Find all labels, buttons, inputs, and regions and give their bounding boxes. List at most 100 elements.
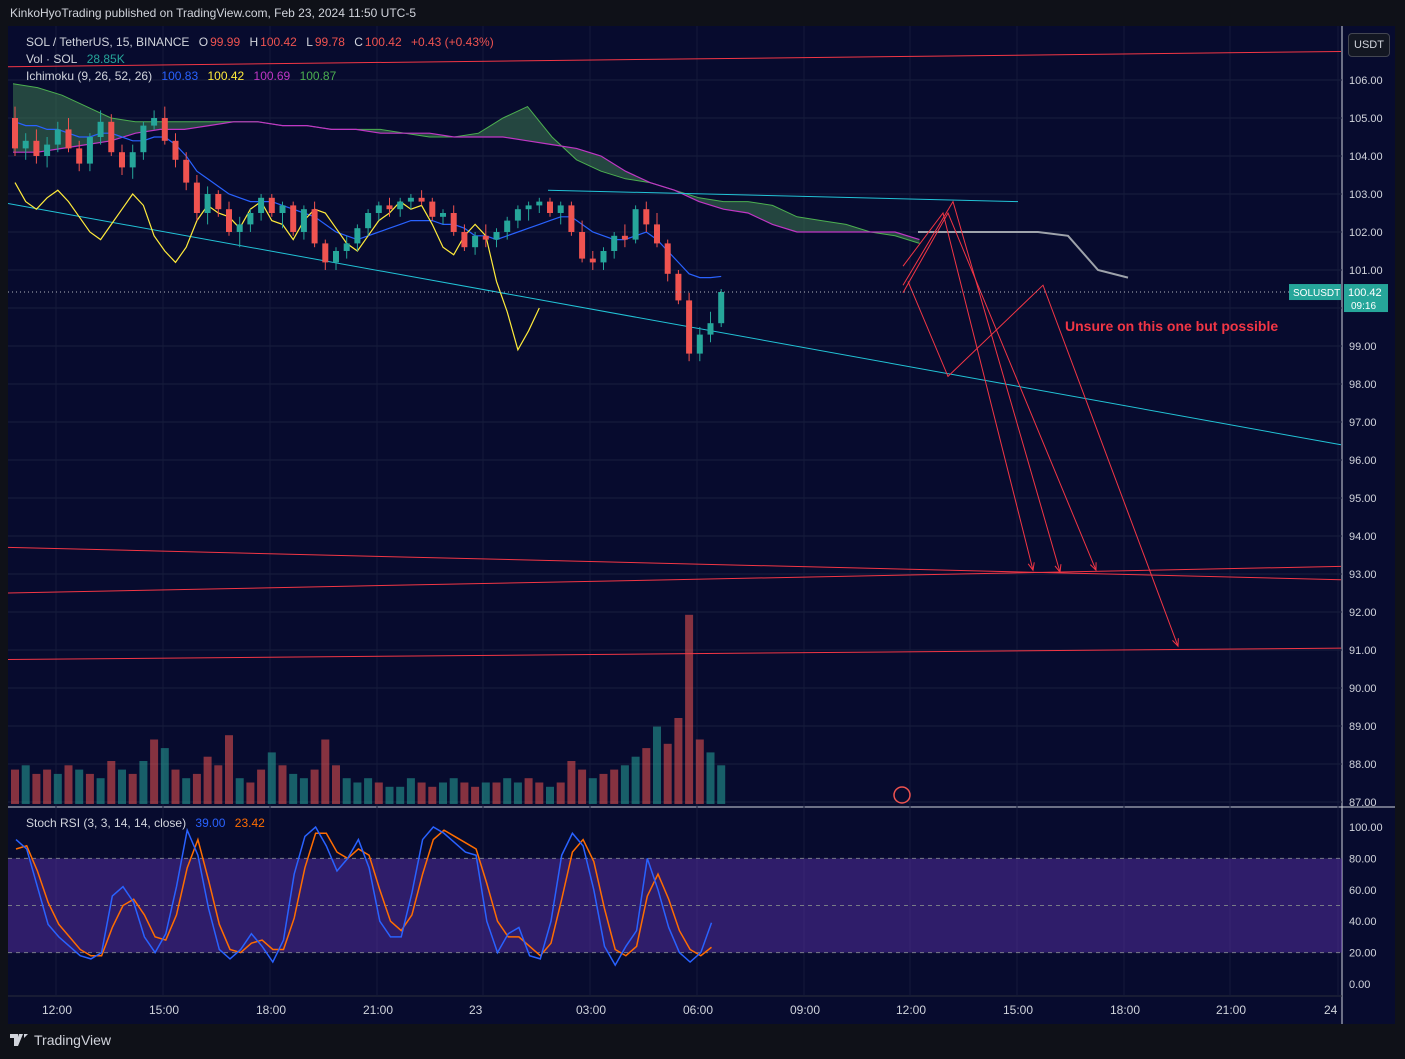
volume-bar: [385, 786, 394, 804]
candle-body: [258, 197, 265, 213]
stochrsi-k-value: 39.00: [195, 816, 226, 830]
volume-bar: [21, 765, 30, 804]
projection-arrowhead: [1172, 638, 1179, 648]
x-tick-label: 15:00: [149, 1003, 179, 1017]
stochrsi-d-value: 23.42: [234, 816, 265, 830]
candle-body: [536, 201, 543, 206]
candle-body: [65, 129, 72, 149]
ichimoku-cloud: [13, 83, 920, 244]
volume-bar: [85, 773, 94, 804]
candle-body: [236, 224, 243, 232]
volume-bar: [342, 778, 351, 804]
candle-body: [12, 118, 18, 149]
volume-bar: [642, 748, 651, 804]
stochrsi-label: Stoch RSI (3, 3, 14, 14, close): [26, 816, 187, 830]
volume-bar: [364, 778, 373, 804]
x-tick-label: 06:00: [683, 1003, 713, 1017]
candle-body: [525, 205, 532, 210]
candle-body: [611, 235, 618, 251]
candle-body: [557, 205, 564, 213]
support-line-a: [8, 546, 1342, 581]
candle-body: [268, 197, 275, 213]
stoch-y-tick-label: 60.00: [1349, 885, 1377, 897]
volume-bar: [289, 773, 298, 804]
projection-arrow: [902, 211, 1034, 571]
candle-body: [44, 144, 51, 156]
volume-bar: [599, 773, 608, 804]
candle-body: [493, 232, 500, 240]
volume-bar: [492, 782, 501, 804]
candle-body: [76, 148, 83, 164]
volume-bar: [128, 773, 137, 804]
candle-body: [215, 194, 222, 210]
y-tick-label: 104.00: [1349, 151, 1383, 163]
symbol-price-tag: [1289, 284, 1341, 301]
projection-arrowhead: [1027, 562, 1035, 572]
volume-bar: [556, 782, 565, 804]
candle-body: [461, 232, 468, 248]
candle-body: [450, 213, 457, 232]
flash-icon[interactable]: [893, 786, 911, 804]
volume-bar: [75, 769, 84, 804]
volume-bar: [706, 752, 715, 804]
candle-body: [375, 205, 382, 213]
volume-bar: [374, 782, 383, 804]
ichimoku-legend: Ichimoku (9, 26, 52, 26) 100.83 100.42 1…: [26, 69, 338, 83]
ohlc-close: 100.42: [364, 35, 402, 49]
volume-bar: [96, 778, 105, 804]
chart-canvas[interactable]: 106.00 105.00 104.00 103.00 102.00 101.00 100.…: [8, 26, 1395, 1024]
candle-body: [193, 182, 200, 213]
y-tick-label: 102.00: [1349, 227, 1383, 239]
volume-bar: [64, 765, 73, 804]
currency-button[interactable]: USDT: [1348, 33, 1390, 57]
candle-body: [654, 224, 660, 244]
y-tick-label: 88.00: [1349, 759, 1377, 771]
y-tick-label: 105.00: [1349, 113, 1383, 125]
volume-bar: [299, 778, 308, 804]
volume-bar: [321, 739, 330, 804]
y-tick-label: 92.00: [1349, 607, 1377, 619]
footer[interactable]: TradingView: [10, 1032, 111, 1048]
ichimoku-kijun: 100.42: [207, 69, 245, 83]
chart-area[interactable]: 106.00 105.00 104.00 103.00 102.00 101.00 100.…: [8, 26, 1395, 1024]
volume-bar: [310, 769, 319, 804]
stoch-y-tick-label: 80.00: [1349, 853, 1377, 865]
volume-bar: [588, 778, 597, 804]
candle-body: [686, 300, 693, 354]
y-tick-label: 93.00: [1349, 569, 1377, 581]
x-tick-label: 23: [469, 1003, 483, 1017]
volume-bar: [43, 769, 52, 804]
candle-body: [547, 201, 553, 213]
candle-body: [247, 213, 254, 225]
volume-bar: [53, 773, 62, 804]
candle-body: [151, 118, 158, 126]
volume-bar: [567, 761, 576, 804]
candle-body: [22, 140, 29, 149]
projection-arrow: [907, 281, 1179, 647]
channel-line-lower: [8, 203, 1342, 446]
ichimoku-chikou-line: [14, 182, 540, 352]
candle-body: [140, 125, 147, 153]
footer-brand: TradingView: [34, 1032, 112, 1048]
projection-arrow: [902, 200, 1061, 573]
candle-body: [129, 152, 136, 168]
y-tick-label: 96.00: [1349, 455, 1377, 467]
volume-bar: [150, 739, 159, 804]
candle-body: [482, 235, 489, 240]
stoch-y-tick-label: 40.00: [1349, 916, 1377, 928]
y-tick-label: 98.00: [1349, 379, 1377, 391]
candle-body: [397, 201, 404, 210]
volume-bar: [695, 739, 704, 804]
candle-body: [504, 220, 511, 232]
x-tick-label: 18:00: [1110, 1003, 1140, 1017]
ohlc-low: 99.78: [314, 35, 345, 49]
volume-bar: [610, 769, 619, 804]
volume-bar: [546, 786, 554, 804]
candle-body: [54, 129, 61, 145]
volume-bar: [663, 743, 672, 804]
x-tick-label: 12:00: [896, 1003, 926, 1017]
candle-body: [632, 209, 639, 240]
volume-bar: [631, 756, 640, 804]
candle-body: [86, 137, 93, 164]
candle-body: [172, 140, 179, 160]
